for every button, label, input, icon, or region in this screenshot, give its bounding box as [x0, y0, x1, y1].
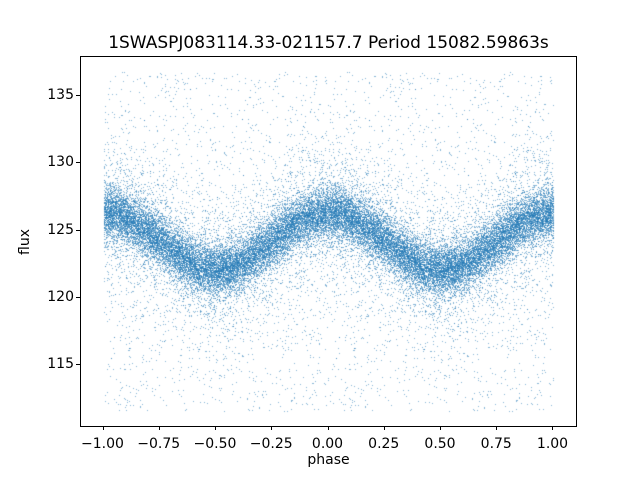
x-tick-mark	[328, 426, 329, 430]
x-tick-mark	[384, 426, 385, 430]
x-tick-label: −0.50	[193, 436, 237, 452]
y-axis-label: flux	[17, 229, 33, 255]
y-tick-mark	[76, 95, 80, 96]
x-axis-label: phase	[307, 452, 350, 468]
x-tick-label: 0.00	[311, 436, 344, 452]
scatter-canvas	[81, 57, 576, 426]
plot-area	[80, 56, 577, 427]
y-tick-label: 115	[47, 356, 74, 373]
y-tick-mark	[76, 297, 80, 298]
x-tick-label: −0.75	[137, 436, 181, 452]
x-tick-mark	[552, 426, 553, 430]
y-tick-label: 130	[47, 154, 74, 171]
x-tick-mark	[215, 426, 216, 430]
y-tick-label: 135	[47, 87, 74, 104]
x-tick-label: 1.00	[536, 436, 569, 452]
y-tick-mark	[76, 162, 80, 163]
y-tick-label: 120	[47, 289, 74, 306]
x-tick-mark	[271, 426, 272, 430]
x-tick-mark	[496, 426, 497, 430]
x-tick-label: 0.50	[424, 436, 456, 452]
y-tick-label: 125	[47, 221, 74, 238]
x-tick-label: −0.25	[249, 436, 293, 452]
x-tick-mark	[103, 426, 104, 430]
x-tick-label: 0.75	[480, 436, 512, 452]
x-tick-label: 0.25	[368, 436, 400, 452]
y-tick-mark	[76, 364, 80, 365]
chart-title: 1SWASPJ083114.33-021157.7 Period 15082.5…	[108, 33, 549, 53]
x-tick-mark	[159, 426, 160, 430]
x-tick-label: −1.00	[81, 436, 124, 452]
x-tick-mark	[440, 426, 441, 430]
y-tick-mark	[76, 230, 80, 231]
